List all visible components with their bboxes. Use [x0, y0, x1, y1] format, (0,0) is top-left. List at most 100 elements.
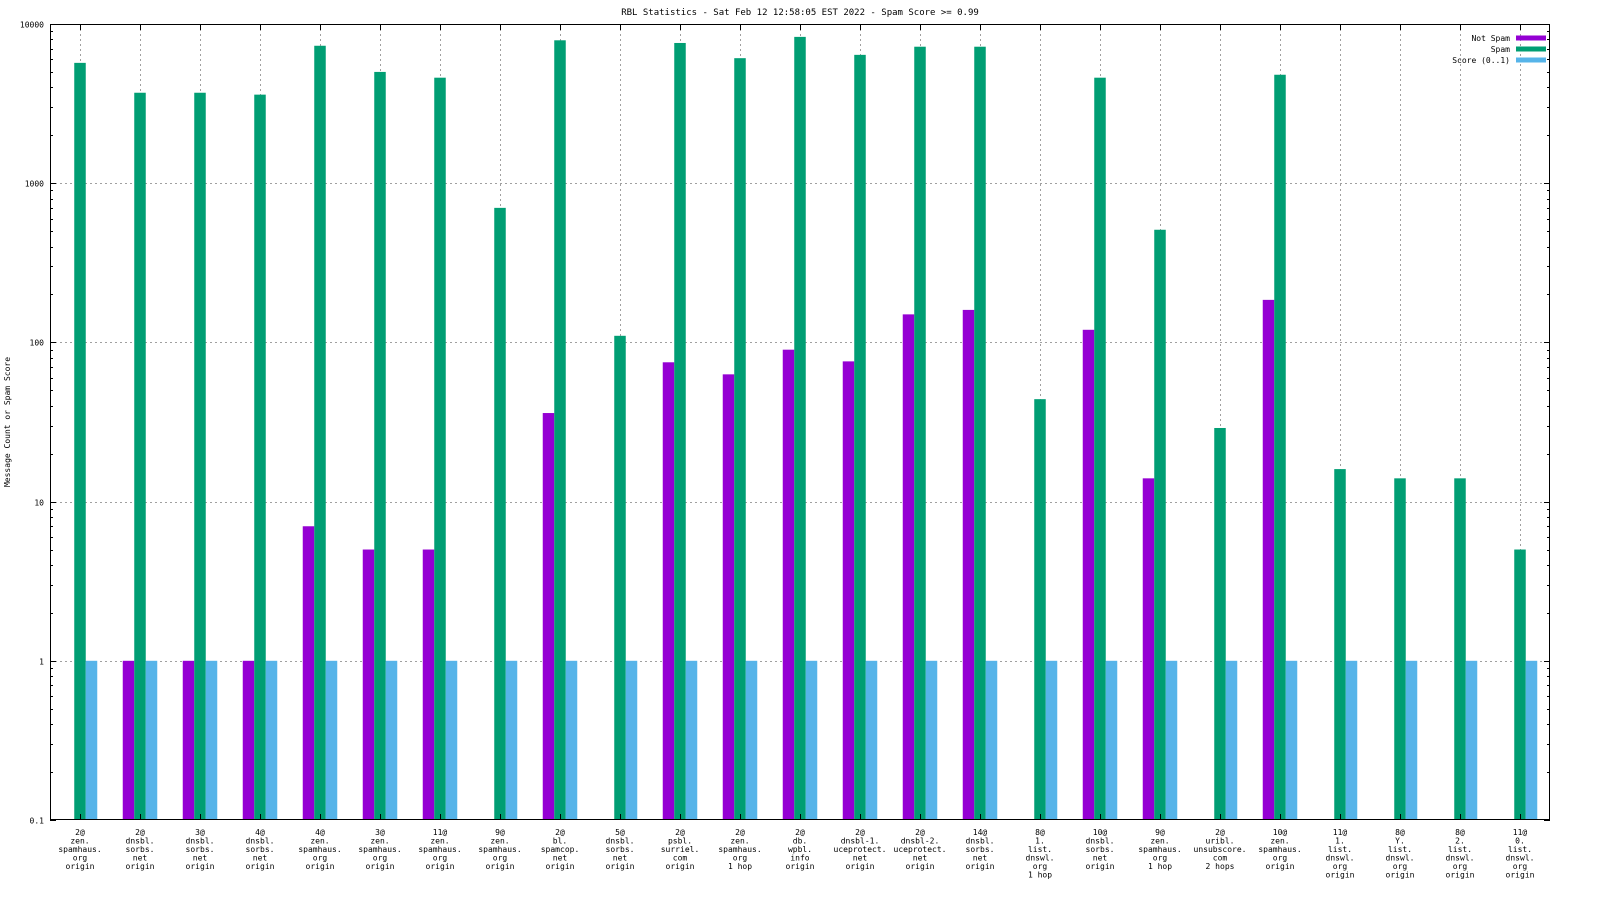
bar-spam [254, 94, 266, 820]
x-category-label-line: zen. [490, 837, 509, 846]
x-category-label-line: 2@ [675, 828, 685, 837]
bar-not-spam [842, 361, 855, 820]
bar-spam [1454, 478, 1466, 820]
bar-not-spam [722, 374, 735, 820]
legend-swatch [1516, 57, 1546, 63]
x-category-label-line: net [133, 854, 148, 863]
x-category-label-line: origin [966, 862, 995, 871]
bar-spam [1214, 427, 1226, 820]
bar-score-0-1 [385, 660, 398, 820]
legend: Not Spam Spam Score (0..1) [1452, 34, 1546, 65]
y-axis-ticks: 0.1 1 10 100 1000 10000 [20, 21, 1550, 826]
x-category-label-line: net [1093, 854, 1108, 863]
bar-not-spam [662, 362, 675, 820]
bar-score-0-1 [1285, 660, 1298, 820]
x-category-label-line: spamhaus. [1138, 845, 1181, 854]
x-category-label: 2@ zen. spamhaus. org origin [58, 828, 101, 871]
bar-not-spam [302, 526, 315, 820]
x-category-label-line: 1 hop [728, 862, 752, 871]
x-category-label-line: sorbs. [186, 845, 215, 854]
x-category-label: 11@ 1. list. dnswl. org origin [1326, 828, 1355, 880]
x-category-label: 3@ zen. spamhaus. org origin [358, 828, 401, 871]
y-tick-label: 100 [30, 339, 45, 348]
x-category-label-line: origin [486, 862, 515, 871]
x-category-label-line: 9@ [1155, 828, 1165, 837]
x-category-label-line: 1. [1035, 837, 1045, 846]
bar-spam [1394, 478, 1406, 820]
bar-score-0-1 [265, 660, 278, 820]
x-category-label-line: dnswl. [1446, 854, 1475, 863]
bar-not-spam [362, 549, 375, 820]
x-category-label-line: wpbl. [788, 845, 812, 854]
x-category-label-line: dnswl. [1386, 854, 1415, 863]
x-category-label-line: db. [793, 837, 807, 846]
bar-not-spam [1262, 299, 1275, 820]
bar-not-spam [902, 314, 915, 820]
x-category-label-line: dnsbl. [126, 837, 155, 846]
x-category-label-line: 8@ [1395, 828, 1405, 837]
bar-spam [494, 207, 506, 820]
x-category-label-line: zen. [730, 837, 749, 846]
bar-score-0-1 [1465, 660, 1478, 820]
x-category-label-line: net [973, 854, 988, 863]
x-category-label-line: zen. [1270, 837, 1289, 846]
x-category-label-line: origin [666, 862, 695, 871]
x-category-label-line: org [1273, 854, 1288, 863]
bar-score-0-1 [565, 660, 578, 820]
x-category-label-line: spamhaus. [478, 845, 521, 854]
bar-spam [434, 77, 446, 820]
x-category-label-line: 2@ [1215, 828, 1225, 837]
x-category-label-line: zen. [70, 837, 89, 846]
x-category-label-line: net [853, 854, 868, 863]
bar-spam [1154, 229, 1166, 820]
bar-spam [974, 46, 986, 821]
x-category-label-line: list. [1388, 845, 1412, 854]
x-category-label-line: 1 hop [1028, 871, 1052, 880]
x-category-label-line: origin [186, 862, 215, 871]
x-category-label-line: 2@ [135, 828, 145, 837]
bar-score-0-1 [205, 660, 218, 820]
x-category-label-line: net [553, 854, 568, 863]
bar-not-spam [122, 660, 135, 820]
x-category-label-line: origin [846, 862, 875, 871]
x-category-label-line: origin [906, 862, 935, 871]
x-category-label-line: net [253, 854, 268, 863]
x-category-label: 8@ 1. list. dnswl. org 1 hop [1026, 828, 1055, 880]
x-category-label-line: origin [66, 862, 95, 871]
bar-score-0-1 [1405, 660, 1418, 820]
x-category-label: 2@ dnsbl. sorbs. net origin [126, 828, 155, 871]
x-category-label-line: 2. [1455, 837, 1465, 846]
bar-spam [1514, 549, 1526, 820]
x-category-label-line: list. [1448, 845, 1472, 854]
x-category-label: 2@ db. wpbl. info origin [786, 828, 815, 871]
x-category-label-line: 8@ [1455, 828, 1465, 837]
x-category-label-line: origin [1506, 871, 1535, 880]
x-category-label: 2@ psbl. surriel. com origin [661, 828, 700, 871]
x-category-label-line: origin [1266, 862, 1295, 871]
x-category-label: 4@ zen. spamhaus. org origin [298, 828, 341, 871]
y-tick-label: 0.1 [30, 817, 45, 826]
bar-not-spam [1082, 329, 1095, 820]
x-category-label-line: spamhaus. [418, 845, 461, 854]
bar-not-spam [182, 660, 195, 820]
bar-score-0-1 [925, 660, 938, 820]
x-category-label-line: 8@ [1035, 828, 1045, 837]
x-category-label-line: spamhaus. [58, 845, 101, 854]
x-category-label-line: com [673, 854, 688, 863]
x-category-label-line: info [790, 854, 809, 863]
x-category-label-line: 3@ [375, 828, 385, 837]
x-category-label: 5@ dnsbl. sorbs. net origin [606, 828, 635, 871]
x-category-label-line: 11@ [1333, 828, 1348, 837]
bar-not-spam [242, 660, 255, 820]
bar-score-0-1 [745, 660, 758, 820]
x-category-label-line: spamcop. [541, 845, 580, 854]
x-category-label-line: 10@ [1273, 828, 1288, 837]
x-category-label-line: org [1333, 862, 1348, 871]
bar-score-0-1 [145, 660, 158, 820]
x-category-label: 2@ zen. spamhaus. org 1 hop [718, 828, 761, 871]
x-category-label-line: 5@ [615, 828, 625, 837]
x-category-label: 9@ zen. spamhaus. org origin [478, 828, 521, 871]
x-category-label-line: 2@ [735, 828, 745, 837]
